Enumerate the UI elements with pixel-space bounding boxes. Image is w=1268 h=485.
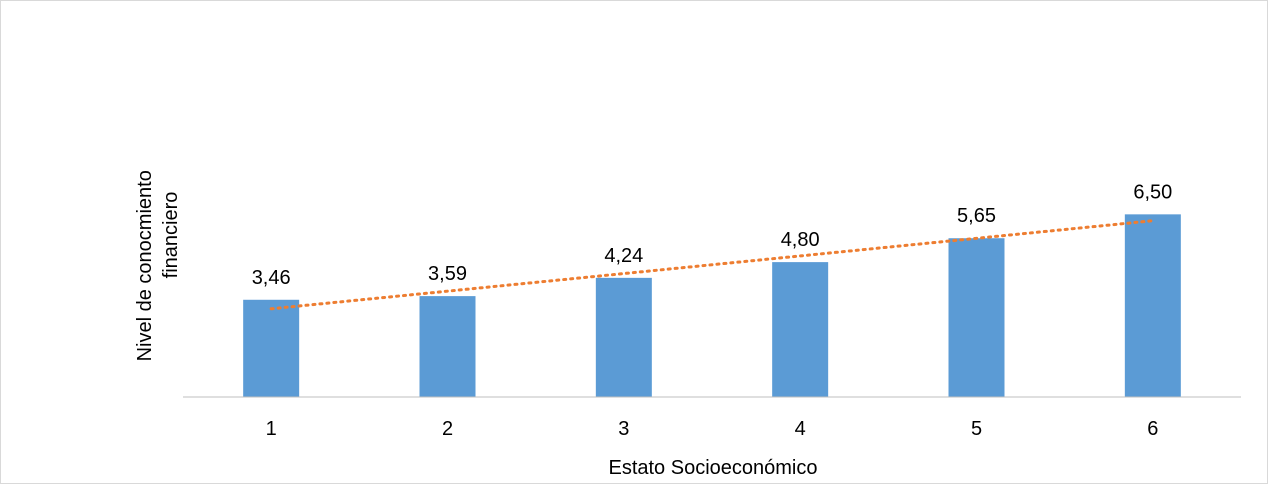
x-axis-title: Estato Socioeconómico: [608, 457, 817, 479]
x-tick-label-6: 6: [1147, 418, 1158, 440]
y-axis-title-line-2: financiero: [160, 192, 182, 279]
x-tick-label-1: 1: [266, 418, 277, 440]
x-tick-label-3: 3: [618, 418, 629, 440]
x-tick-label-5: 5: [971, 418, 982, 440]
data-label-4: 4,80: [781, 229, 820, 251]
data-label-6: 6,50: [1133, 181, 1172, 203]
bar-4: [772, 262, 829, 397]
trendline-layer: [269, 219, 1155, 311]
y-axis-title-line-1: Nivel de conocmiento: [134, 170, 156, 361]
data-label-1: 3,46: [252, 267, 291, 289]
x-tick-label-2: 2: [442, 418, 453, 440]
bar-3: [595, 277, 652, 397]
x-tick-labels-layer: 1 2 3 4 5 6: [266, 418, 1159, 440]
data-label-5: 5,65: [957, 205, 996, 227]
bar-6: [1124, 214, 1181, 397]
data-labels-layer: 3,46 3,59 4,24 4,80 5,65 6,50: [252, 181, 1173, 288]
bar-5: [948, 238, 1005, 397]
x-tick-label-4: 4: [795, 418, 806, 440]
bars-layer: [243, 214, 1181, 397]
bar-2: [419, 296, 476, 397]
data-label-2: 3,59: [428, 263, 467, 285]
bar-1: [243, 299, 300, 397]
trendline: [269, 219, 1155, 311]
y-axis-title: Nivel de conocmiento financiero: [134, 165, 182, 362]
data-label-3: 4,24: [604, 245, 643, 267]
